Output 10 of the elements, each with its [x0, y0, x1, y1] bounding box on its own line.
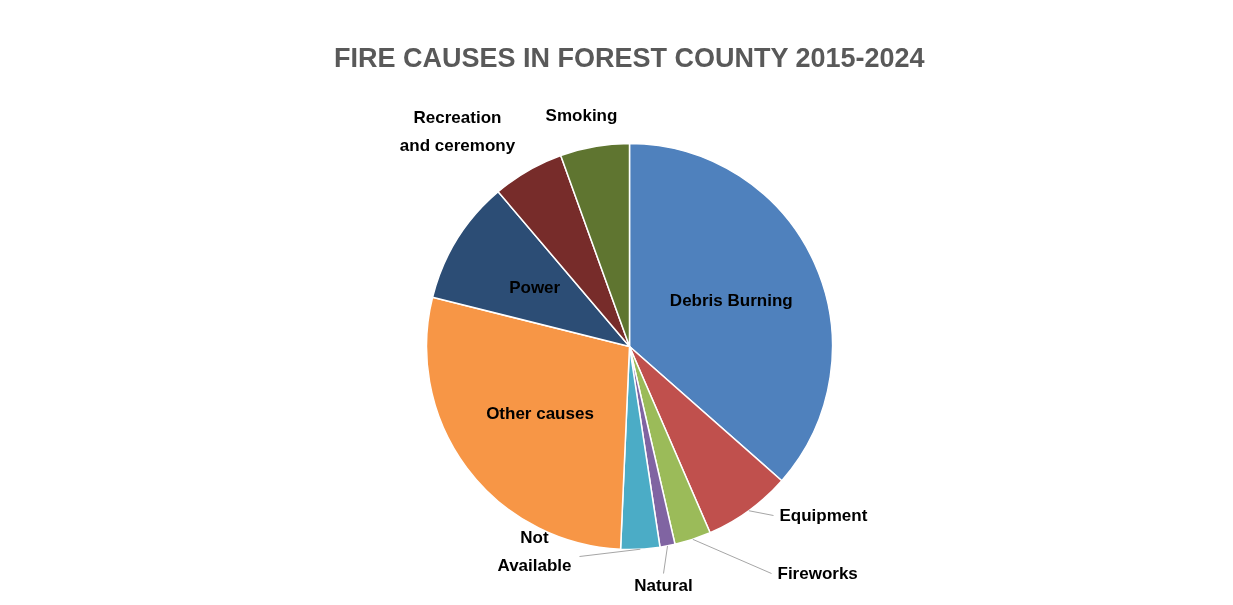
slice-label: Fireworks — [777, 564, 858, 583]
slice-label: Recreation and ceremony — [399, 107, 516, 156]
slice-label: Equipment — [779, 506, 868, 525]
slice-label: Not Available — [497, 527, 572, 576]
slice-label: Debris Burning — [669, 291, 793, 311]
chart-title: FIRE CAUSES IN FOREST COUNTY 2015-2024 — [333, 42, 925, 73]
slice-label: Natural — [634, 576, 693, 595]
slice-label: Other causes — [486, 403, 594, 423]
slice-label: Smoking — [545, 106, 618, 125]
slice-label: Power — [509, 278, 561, 298]
